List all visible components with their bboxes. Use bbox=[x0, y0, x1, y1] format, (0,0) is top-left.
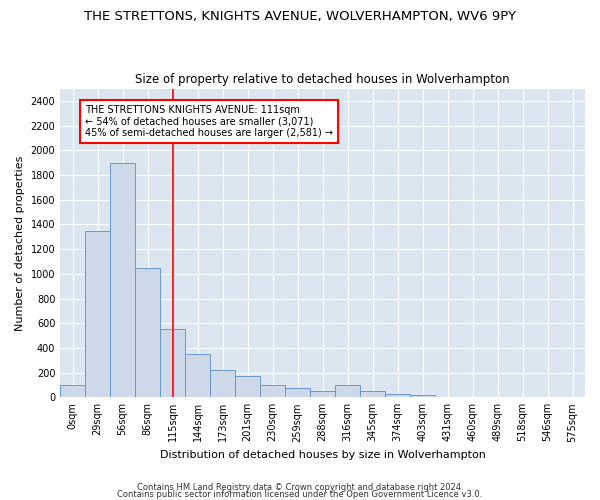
Bar bbox=[410, 396, 435, 398]
Bar bbox=[360, 391, 385, 398]
Bar bbox=[210, 370, 235, 398]
Bar bbox=[435, 396, 460, 398]
Bar bbox=[235, 376, 260, 398]
Bar bbox=[85, 230, 110, 398]
Text: Contains public sector information licensed under the Open Government Licence v3: Contains public sector information licen… bbox=[118, 490, 482, 499]
Bar bbox=[110, 162, 135, 398]
Title: Size of property relative to detached houses in Wolverhampton: Size of property relative to detached ho… bbox=[135, 73, 510, 86]
Text: THE STRETTONS KNIGHTS AVENUE: 111sqm
← 54% of detached houses are smaller (3,071: THE STRETTONS KNIGHTS AVENUE: 111sqm ← 5… bbox=[85, 104, 333, 138]
Bar bbox=[460, 396, 485, 398]
Text: Contains HM Land Registry data © Crown copyright and database right 2024.: Contains HM Land Registry data © Crown c… bbox=[137, 484, 463, 492]
Bar bbox=[260, 385, 285, 398]
Bar bbox=[335, 385, 360, 398]
Bar bbox=[185, 354, 210, 398]
Bar bbox=[285, 388, 310, 398]
Bar bbox=[310, 391, 335, 398]
Y-axis label: Number of detached properties: Number of detached properties bbox=[15, 155, 25, 330]
Bar bbox=[385, 394, 410, 398]
Bar bbox=[135, 268, 160, 398]
Bar bbox=[60, 385, 85, 398]
Text: THE STRETTONS, KNIGHTS AVENUE, WOLVERHAMPTON, WV6 9PY: THE STRETTONS, KNIGHTS AVENUE, WOLVERHAM… bbox=[84, 10, 516, 23]
Bar bbox=[160, 330, 185, 398]
X-axis label: Distribution of detached houses by size in Wolverhampton: Distribution of detached houses by size … bbox=[160, 450, 485, 460]
